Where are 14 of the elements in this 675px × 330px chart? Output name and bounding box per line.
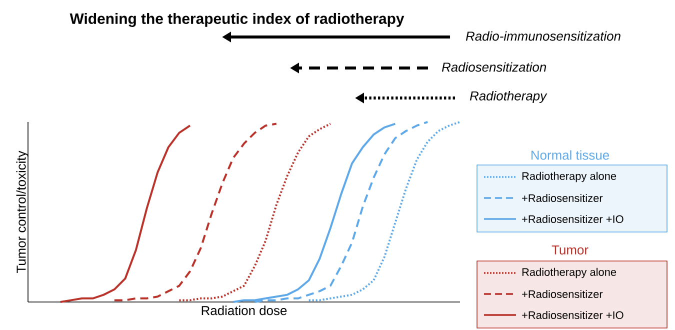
text: Normal tissue (531, 150, 609, 160)
text: Radiosensitization (442, 62, 546, 72)
legend-label: +Radiosensitizer +IO (522, 214, 624, 224)
x-axis-title: Radiation dose (202, 306, 287, 316)
legend-label: +Radiosensitizer (522, 194, 603, 202)
y-axis-title: Tumor control/toxicity (16, 150, 28, 273)
text: Tumor (552, 245, 588, 255)
legend-label: Radiotherapy alone (522, 268, 616, 278)
chart-title: Widening the therapeutic index of radiotherapy (70, 13, 404, 27)
legend-label: Radiotherapy alone (522, 172, 616, 182)
legend-label: +Radiosensitizer (522, 290, 603, 298)
text: Radio-immunosensitization (466, 31, 620, 41)
legend-label: +Radiosensitizer +IO (522, 310, 624, 320)
text: Radiotherapy (470, 90, 548, 104)
